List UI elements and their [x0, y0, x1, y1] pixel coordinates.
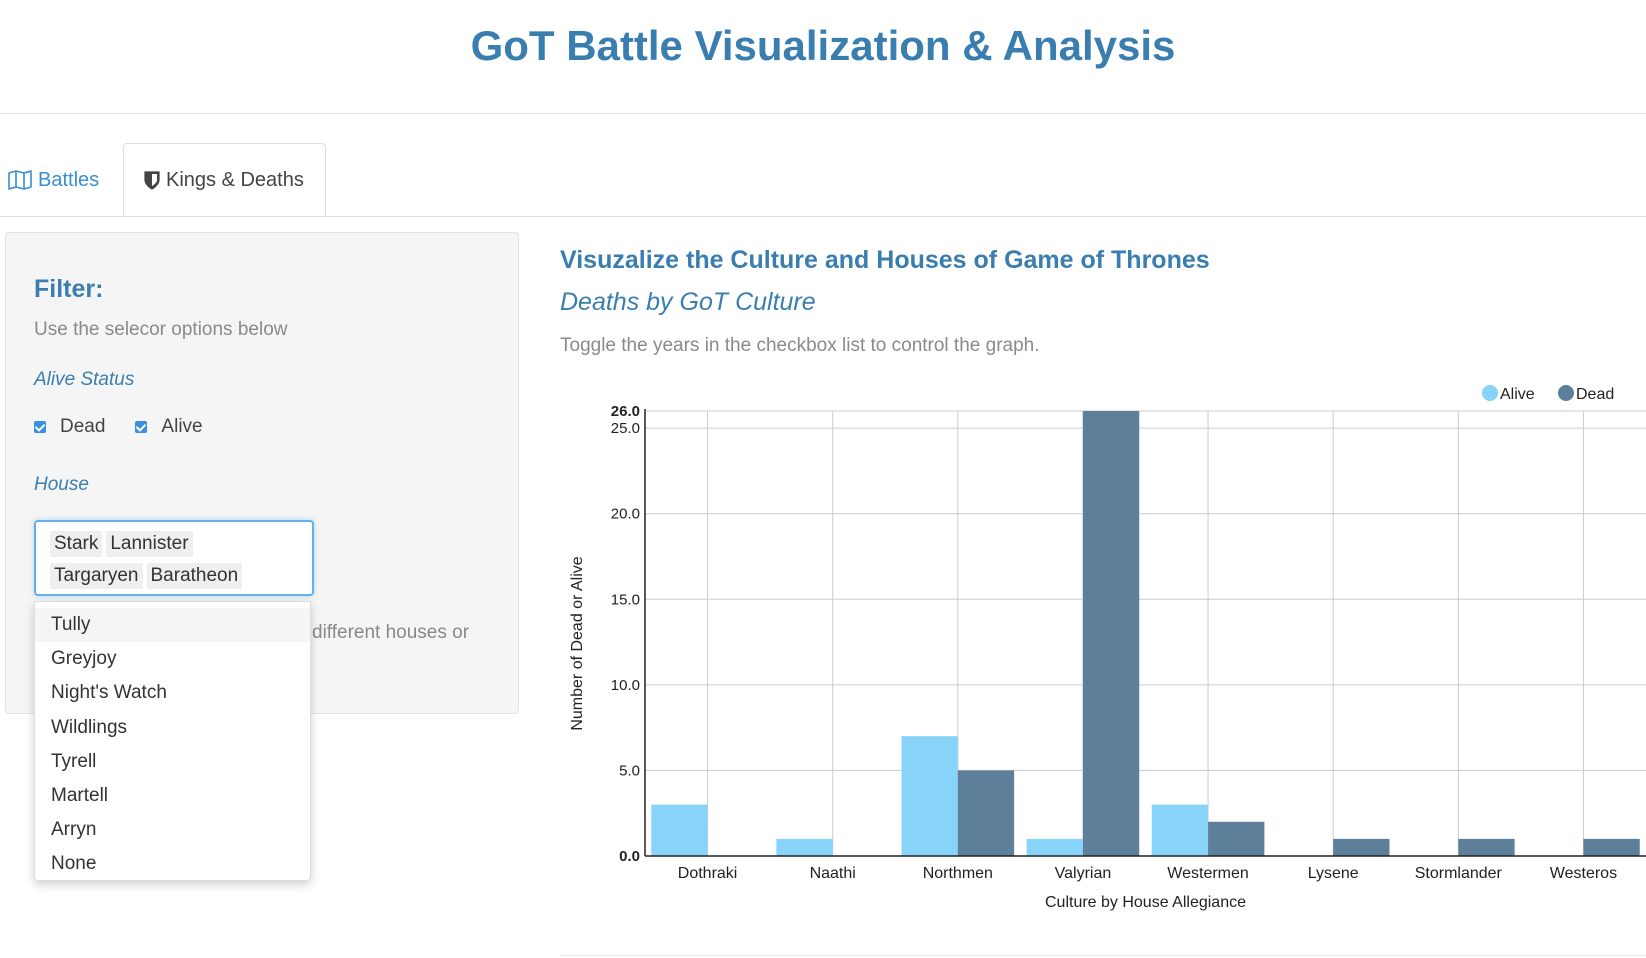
bar-alive-northmen[interactable] [901, 736, 958, 856]
y-tick-label: 5.0 [619, 762, 640, 779]
house-help-text: different houses or [312, 622, 470, 643]
y-axis-label: Number of Dead or Alive [569, 556, 586, 730]
dropdown-option-none[interactable]: None [51, 853, 97, 875]
dropdown-option-martell[interactable]: Martell [51, 784, 109, 806]
filter-help-text: Use the selecor options below [34, 319, 288, 340]
x-tick-label: Westeros [1550, 865, 1617, 882]
map-icon [8, 170, 32, 190]
dropdown-option-arryn[interactable]: Arryn [51, 819, 97, 841]
house-chip-targaryen[interactable]: Targaryen [50, 563, 143, 589]
bar-dead-valyrian[interactable] [1082, 411, 1140, 856]
dropdown-option-tully[interactable]: Tully [35, 608, 310, 643]
y-tick-label: 20.0 [611, 506, 640, 523]
chart-legend: Alive Dead [1482, 385, 1614, 403]
house-chip-stark[interactable]: Stark [50, 531, 103, 557]
alive-status-checkboxes: Dead Alive [34, 416, 233, 438]
y-tick-label: 26.0 [611, 403, 640, 420]
x-axis-label: Culture by House Allegiance [1045, 894, 1246, 911]
tab-kings-label: Kings & Deaths [166, 168, 304, 191]
app-title: GoT Battle Visualization & Analysis [470, 22, 1176, 69]
bar-alive-dothraki[interactable] [651, 804, 708, 856]
filter-title: Filter: [34, 275, 104, 303]
x-tick-label: Northmen [923, 865, 993, 882]
chart-axes: 0.0 5.0 10.0 15.0 20.0 25.026.0 Dothraki Naathi… [569, 403, 1646, 911]
legend-label-dead[interactable]: Dead [1576, 386, 1614, 403]
house-chip-lannister[interactable]: Lannister [106, 531, 193, 557]
x-tick-label: Westermen [1167, 865, 1249, 882]
tab-battles-label: Battles [38, 168, 100, 191]
y-tick-label: 15.0 [611, 591, 640, 608]
house-chip-baratheon[interactable]: Baratheon [146, 563, 243, 589]
bar-dead-stormlander[interactable] [1458, 838, 1515, 856]
tab-kings-deaths[interactable]: Kings & Deaths [123, 143, 326, 217]
title-divider [0, 113, 1646, 114]
chart-help-text: Toggle the years in the checkbox list to… [560, 335, 1040, 356]
chart-grid [645, 410, 1646, 857]
dead-checkbox-label[interactable]: Dead [60, 416, 106, 437]
house-select-input[interactable]: Stark Lannister Targaryen Baratheon [34, 520, 314, 596]
x-tick-label: Dothraki [678, 865, 738, 882]
bar-dead-lysene[interactable] [1333, 838, 1390, 856]
bar-dead-northmen[interactable] [957, 770, 1015, 856]
bar-dead-westeros[interactable] [1583, 838, 1640, 856]
tab-battles[interactable]: Battles [4, 143, 120, 217]
bar-alive-naathi[interactable] [776, 838, 833, 856]
y-tick-label: 25.0 [611, 420, 640, 437]
bar-alive-westermen[interactable] [1151, 804, 1209, 856]
bottom-divider [560, 955, 1646, 956]
legend-label-alive[interactable]: Alive [1500, 386, 1535, 403]
x-tick-label: Valyrian [1055, 865, 1112, 882]
house-dropdown-menu: Tully Greyjoy Night's Watch Wildlings Ty… [34, 601, 311, 881]
dead-checkbox[interactable] [34, 421, 46, 433]
dropdown-option-nights-watch[interactable]: Night's Watch [51, 682, 167, 704]
x-tick-label: Stormlander [1415, 865, 1503, 882]
chart-bars [651, 411, 1640, 856]
dropdown-option-wildlings[interactable]: Wildlings [51, 716, 128, 738]
legend-swatch-alive[interactable] [1482, 385, 1498, 401]
x-tick-label: Lysene [1308, 865, 1359, 882]
alive-status-label: Alive Status [34, 369, 135, 390]
x-tick-label: Naathi [810, 865, 856, 882]
dropdown-option-tyrell[interactable]: Tyrell [51, 750, 97, 772]
main-heading: Visuzalize the Culture and Houses of Gam… [560, 246, 1210, 274]
alive-checkbox-label[interactable]: Alive [161, 416, 203, 437]
chart-subheading: Deaths by GoT Culture [560, 288, 816, 316]
tabs-divider [0, 216, 1646, 217]
alive-checkbox[interactable] [135, 421, 148, 433]
y-tick-label: 0.0 [619, 848, 640, 865]
house-label: House [34, 474, 89, 495]
deaths-by-culture-chart: 0.0 5.0 10.0 15.0 20.0 25.026.0 Dothraki Naathi… [569, 385, 1646, 911]
dropdown-option-greyjoy[interactable]: Greyjoy [51, 648, 117, 670]
bar-dead-westermen[interactable] [1208, 821, 1265, 856]
bar-alive-valyrian[interactable] [1026, 838, 1083, 856]
legend-swatch-dead[interactable] [1558, 385, 1574, 401]
shield-icon [144, 170, 160, 190]
y-tick-label: 10.0 [611, 677, 640, 694]
